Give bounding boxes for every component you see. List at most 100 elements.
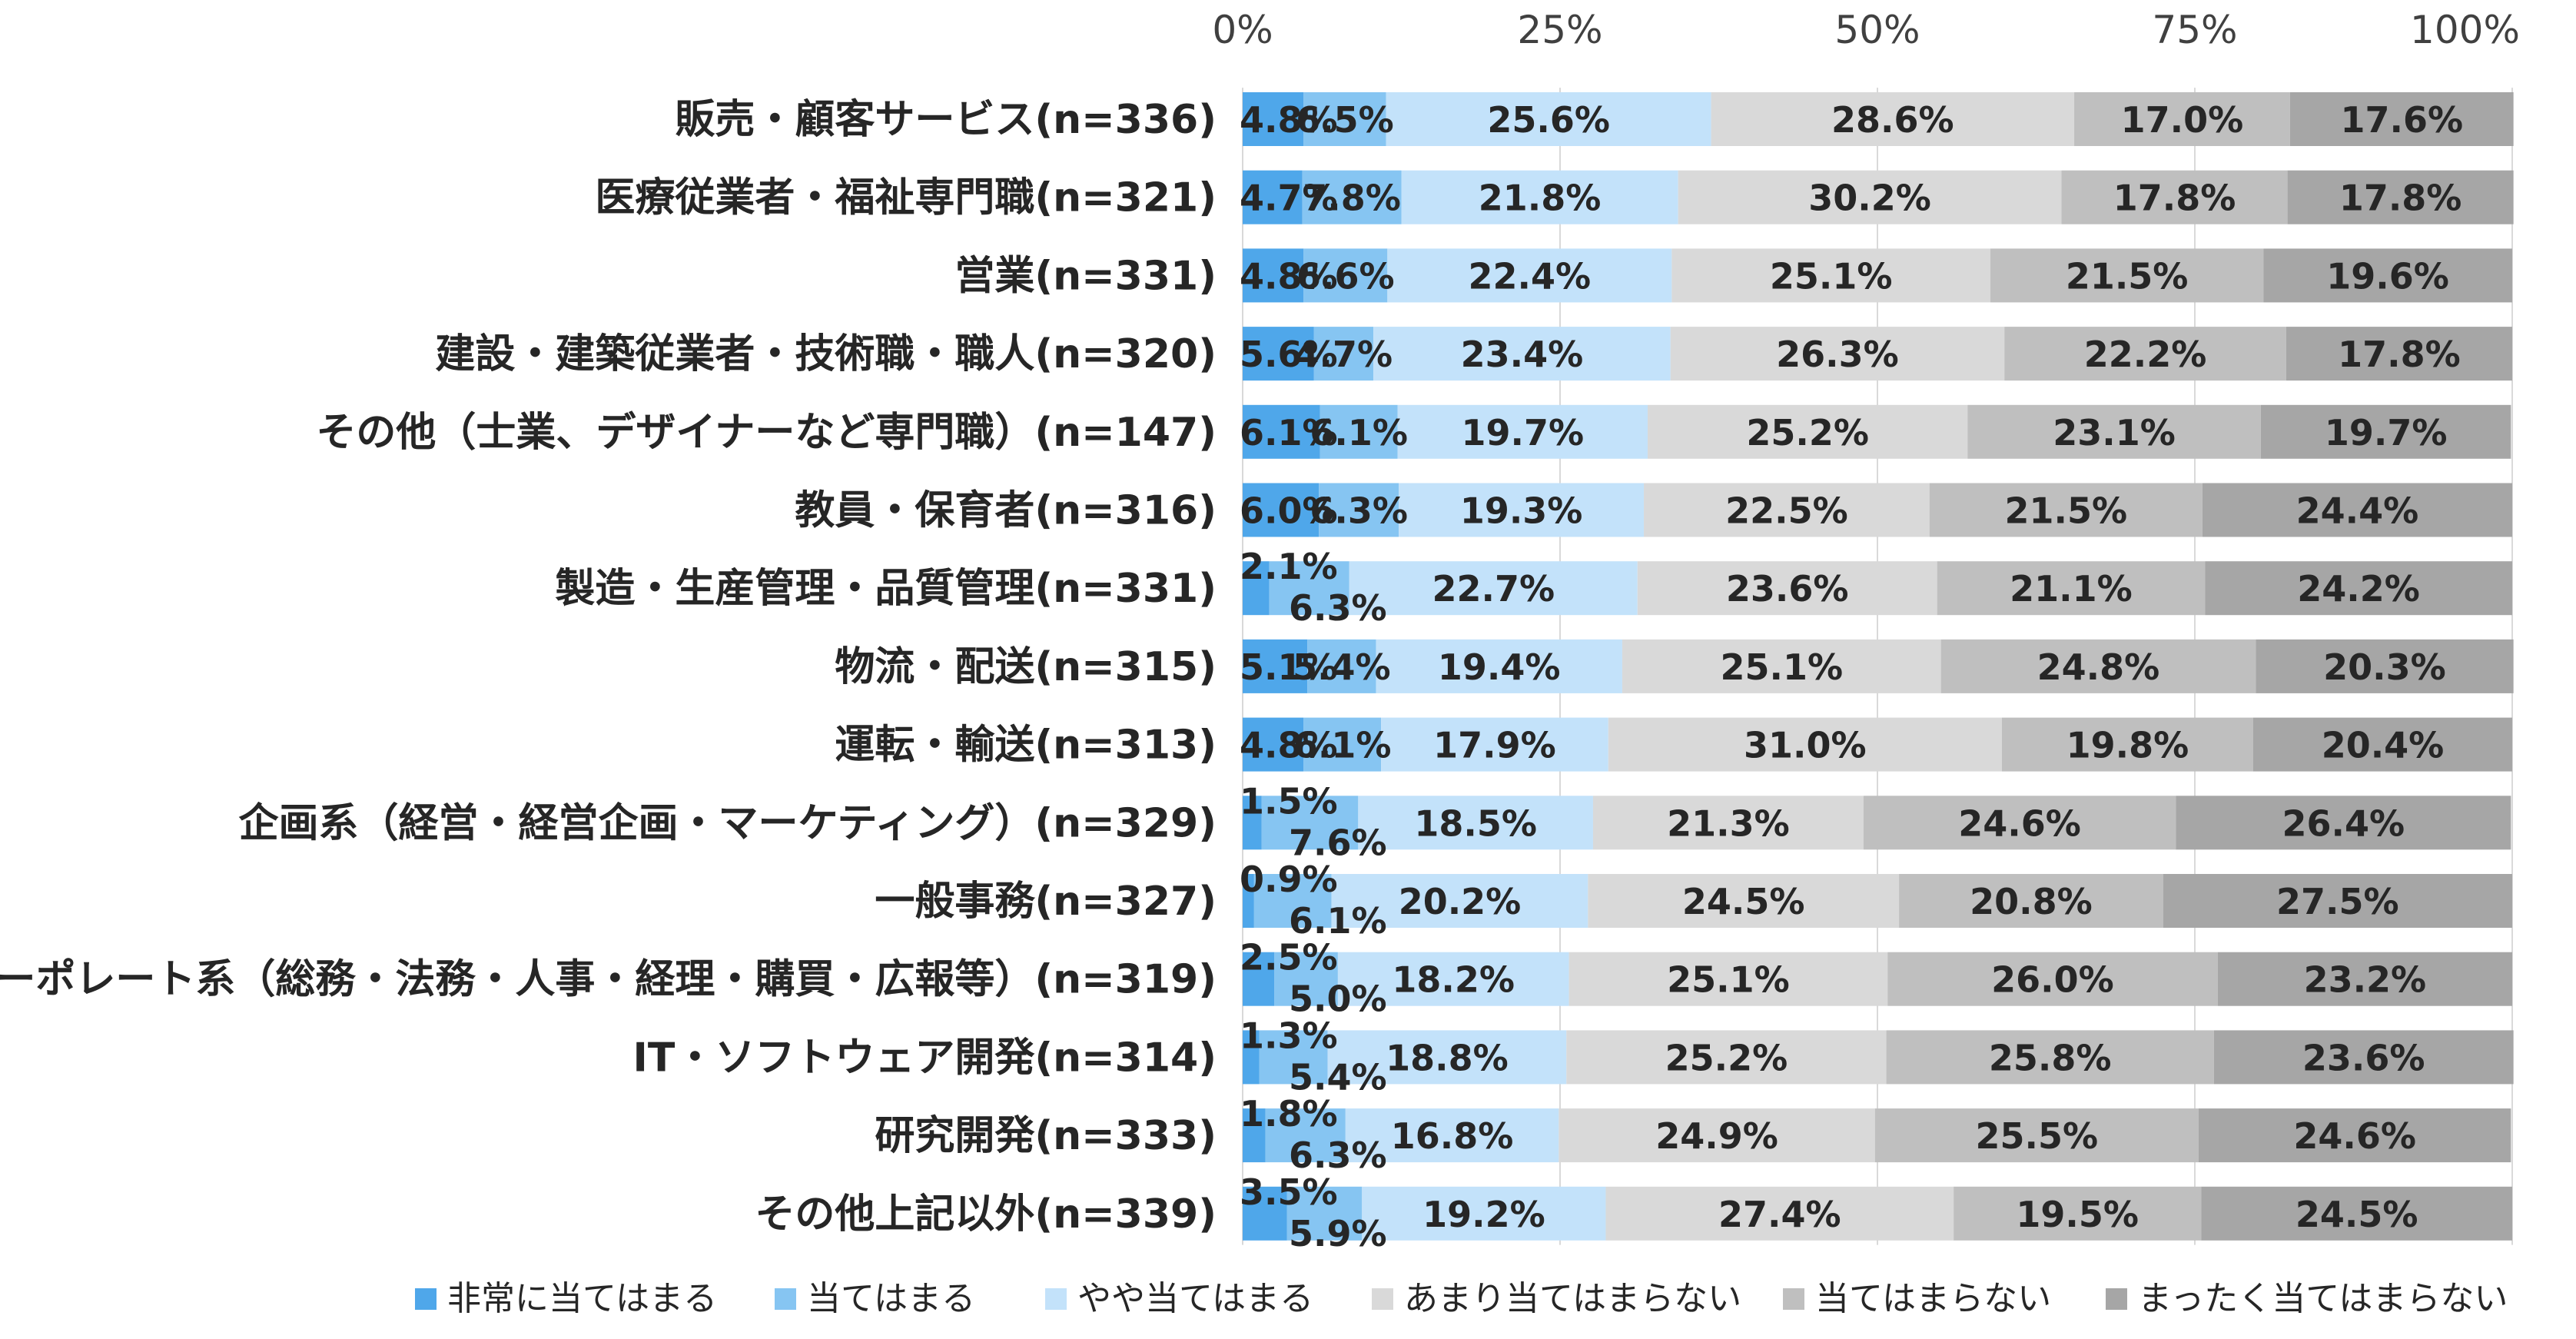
data-label: 7.8% (1303, 178, 1401, 219)
legend: 非常に当てはまる 当てはまる やや当てはまる あまり当てはまらない 当てはまらない まった… (415, 1279, 2508, 1318)
bar-segment (1303, 92, 1386, 146)
bar-segment (1313, 327, 1374, 381)
data-label: 25.8% (1989, 1037, 2112, 1078)
bar-segment (1345, 1108, 1559, 1163)
data-label: 17.8% (2339, 178, 2462, 219)
data-label: 25.6% (1487, 99, 1610, 141)
data-label: 17.6% (2340, 99, 2463, 141)
legend-label: 当てはまる (807, 1279, 975, 1318)
legend-swatch (775, 1288, 796, 1310)
bar-segment (2163, 874, 2512, 928)
bar-segment (1886, 1030, 2214, 1085)
data-label: 24.6% (2293, 1115, 2416, 1157)
tick-labels: 0% 25% 50% 75% 100% (1212, 8, 2520, 52)
bar-segment (1899, 874, 2163, 928)
bar-segment (1605, 1186, 1954, 1241)
bar-segment (1937, 561, 2206, 616)
bar-segment (1647, 404, 1968, 459)
bar-segment (1559, 1108, 1875, 1163)
data-label: 2.1% (1240, 546, 1338, 587)
data-label: 24.2% (2297, 568, 2420, 610)
category-label: 販売・顧客サービス(n=336) (675, 97, 1217, 143)
data-label: 20.2% (1399, 881, 1522, 922)
bar-segment (1376, 639, 1622, 693)
bar-segment (1243, 92, 1304, 146)
data-label: 4.8% (1240, 255, 1338, 297)
bar-segment (2202, 483, 2512, 537)
category-labels: 販売・顧客サービス(n=336) 医療従業者・福祉専門職(n=321) 営業(n=3… (0, 97, 1217, 1238)
bar-segment (1399, 483, 1645, 537)
bars (1243, 92, 2514, 1241)
data-label: 2.5% (1240, 937, 1338, 978)
data-label: 22.5% (1725, 490, 1848, 532)
bar-segment (2213, 1030, 2514, 1085)
legend-swatch (1783, 1288, 1804, 1310)
data-label: 3.5% (1240, 1171, 1338, 1213)
data-label: 19.5% (2016, 1194, 2139, 1235)
data-label: 19.3% (1460, 490, 1583, 532)
legend-label: あまり当てはまらない (1404, 1279, 1741, 1318)
bar-segment (1711, 92, 2075, 146)
category-label: 研究開発(n=333) (875, 1113, 1217, 1159)
bar-segment (1387, 248, 1672, 303)
category-label: 物流・配送(n=315) (835, 644, 1217, 690)
data-label: 6.1% (1310, 412, 1408, 454)
legend-swatch (2106, 1288, 2127, 1310)
bar-segment (2198, 1108, 2511, 1163)
bar-segment (1303, 248, 1388, 303)
bar-segment (1967, 404, 2261, 459)
data-label: 25.1% (1770, 255, 1893, 297)
bar-segment (1303, 717, 1382, 772)
data-label: 18.2% (1392, 959, 1515, 1001)
data-label: 5.4% (1289, 1056, 1387, 1098)
bar-segment (2260, 404, 2511, 459)
bar-segment (1331, 874, 1588, 928)
data-label: 21.5% (2005, 490, 2128, 532)
bar-segment (1243, 561, 1270, 616)
data-label: 6.3% (1289, 587, 1387, 629)
bar-segment (2217, 952, 2512, 1006)
data-label: 24.5% (2295, 1194, 2418, 1235)
data-label: 25.2% (1746, 412, 1869, 454)
bar-segment (1319, 483, 1399, 537)
bar-segment (2286, 327, 2512, 381)
data-labels: 4.8%6.5% 25.6% 28.6% 17.0% 17.6%4.7%7.8% 21.8… (1240, 99, 2463, 1254)
data-label: 26.4% (2282, 802, 2405, 844)
bar-segment (1381, 717, 1608, 772)
bar-segment (1243, 1108, 1266, 1163)
bar-segment (1566, 1030, 1887, 1085)
data-label: 19.8% (2066, 725, 2189, 766)
data-label: 6.5% (1296, 99, 1394, 141)
category-label: その他（士業、デザイナーなど専門職）(n=147) (316, 410, 1217, 456)
bar-segment (1678, 170, 2062, 224)
data-label: 6.1% (1293, 725, 1392, 766)
bar-segment (2256, 639, 2514, 693)
bar-segment (2252, 717, 2512, 772)
bar-segment (1243, 639, 1308, 693)
data-label: 19.4% (1438, 646, 1561, 688)
bar-segment (1990, 248, 2264, 303)
bar-segment (1644, 483, 1930, 537)
data-label: 31.0% (1744, 725, 1867, 766)
bar-segment (2004, 327, 2286, 381)
data-label: 18.8% (1386, 1037, 1509, 1078)
data-label: 6.6% (1296, 255, 1395, 297)
data-label: 22.7% (1432, 568, 1555, 610)
bar-segment (1302, 170, 1402, 224)
bar-segment (1327, 1030, 1567, 1085)
data-label: 6.3% (1289, 1135, 1387, 1176)
category-label: 教員・保育者(n=316) (795, 488, 1217, 534)
category-label: 運転・輸送(n=313) (835, 723, 1217, 769)
data-label: 6.1% (1289, 900, 1387, 942)
bar-segment (1929, 483, 2203, 537)
bar-segment (1243, 874, 1254, 928)
data-label: 21.1% (2010, 568, 2133, 610)
bar-segment (2074, 92, 2290, 146)
data-label: 19.6% (2326, 255, 2449, 297)
bar-segment (1269, 561, 1349, 616)
data-label: 20.4% (2322, 725, 2445, 766)
category-label: 一般事務(n=327) (875, 879, 1217, 925)
data-label: 17.8% (2113, 178, 2236, 219)
bar-segment (1397, 404, 1648, 459)
